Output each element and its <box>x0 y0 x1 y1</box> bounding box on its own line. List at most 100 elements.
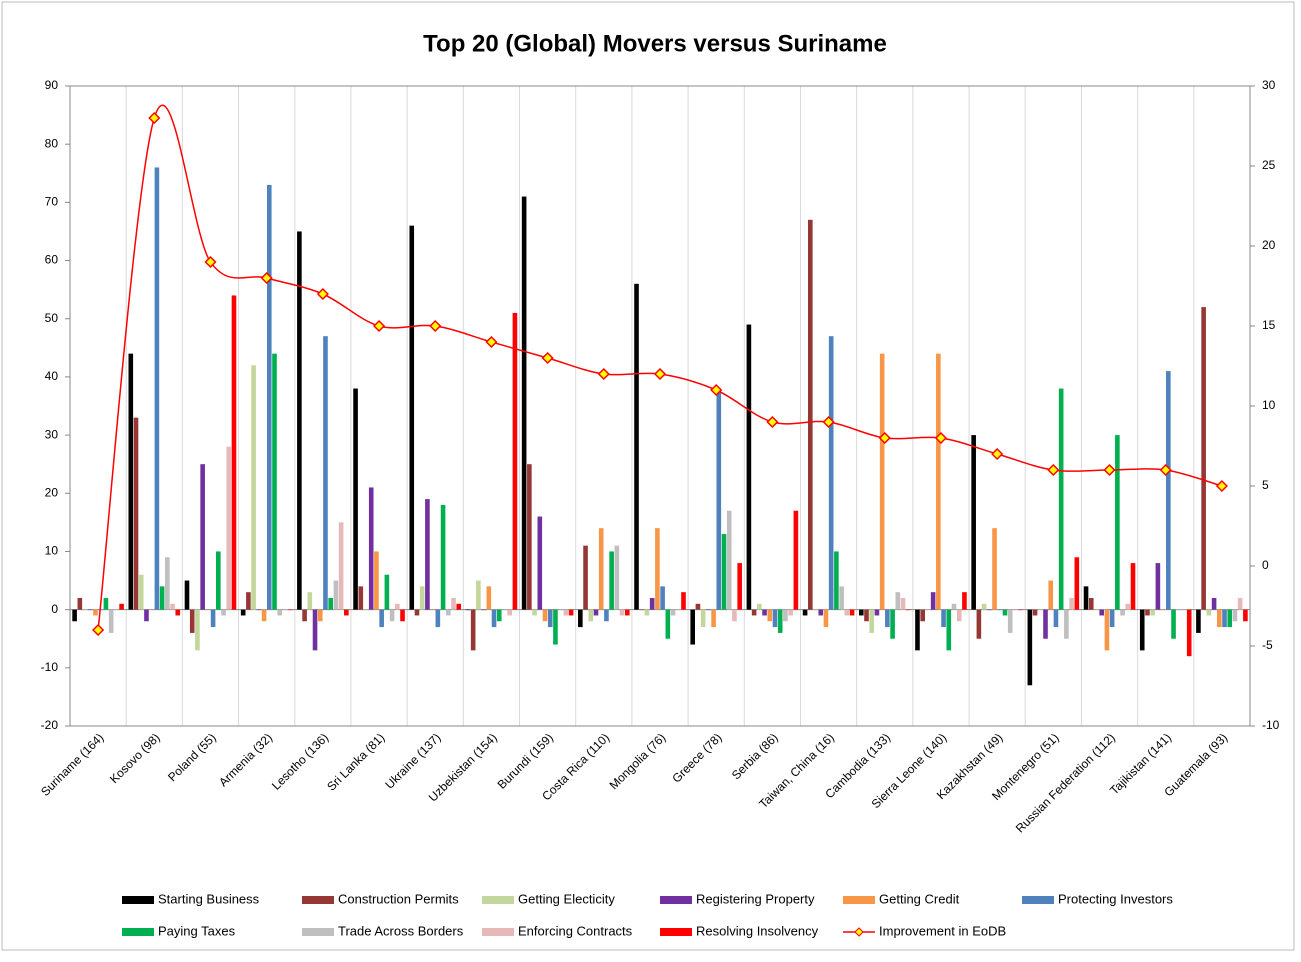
bar <box>456 603 462 610</box>
bar <box>1120 609 1125 616</box>
bar <box>353 388 358 610</box>
y2-tick-label: 30 <box>1262 78 1276 92</box>
y-tick-label: 60 <box>45 253 59 267</box>
bar <box>1139 609 1145 651</box>
bar <box>604 609 609 622</box>
bar <box>1171 609 1176 639</box>
bar <box>874 609 880 616</box>
bar <box>333 580 339 610</box>
bar <box>302 609 307 622</box>
bar <box>1206 609 1212 616</box>
bar <box>486 586 492 610</box>
bar <box>363 609 369 611</box>
bar <box>1069 598 1074 610</box>
bar <box>665 609 671 639</box>
legend-swatch <box>843 896 875 904</box>
bar <box>344 609 349 616</box>
bar <box>1083 586 1089 610</box>
bar <box>1181 609 1187 611</box>
bar <box>1058 388 1064 610</box>
bar <box>287 609 293 611</box>
bar <box>563 609 569 616</box>
y-tick-label: 40 <box>45 369 59 383</box>
marker <box>766 415 779 429</box>
bar <box>1007 609 1013 633</box>
bar <box>542 609 548 622</box>
bar <box>184 580 190 610</box>
marker <box>597 367 610 381</box>
bar <box>368 487 374 610</box>
bar <box>144 609 149 622</box>
bar <box>93 609 98 616</box>
bar <box>971 435 976 610</box>
y2-tick-label: 20 <box>1262 238 1276 252</box>
bar <box>808 219 813 610</box>
bar <box>757 603 762 610</box>
bar <box>568 609 574 616</box>
bar <box>839 586 844 610</box>
bar <box>512 312 518 610</box>
bar <box>165 557 170 610</box>
bar <box>834 551 839 610</box>
bar <box>1150 609 1155 616</box>
bar <box>930 592 936 610</box>
bar <box>133 417 139 610</box>
bar <box>1099 609 1104 616</box>
bar <box>240 609 246 616</box>
bar <box>159 586 165 610</box>
y-tick-label: -20 <box>41 718 59 732</box>
y2-tick-label: 10 <box>1262 398 1276 412</box>
bar <box>1027 609 1033 686</box>
bar <box>231 295 237 610</box>
bar <box>251 365 256 610</box>
bar <box>788 609 793 616</box>
y2-tick-label: 25 <box>1262 158 1276 172</box>
bar <box>282 609 288 611</box>
bar <box>149 609 154 611</box>
bar <box>1032 609 1038 616</box>
y-tick-label: 20 <box>45 485 59 499</box>
bar <box>1201 307 1206 610</box>
bar <box>374 551 379 610</box>
bar <box>470 609 476 651</box>
legend-label: Resolving Insolvency <box>696 923 819 938</box>
bar <box>419 586 425 610</box>
bar <box>154 167 160 610</box>
bar <box>578 609 583 628</box>
bar <box>1130 563 1136 610</box>
legend-label: Trade Across Borders <box>338 923 464 938</box>
bar <box>858 609 864 616</box>
legend-label: Protecting Investors <box>1058 891 1173 906</box>
bar <box>481 609 486 611</box>
bar <box>925 609 931 611</box>
bar <box>1074 557 1080 610</box>
bar <box>885 609 890 628</box>
y-tick-label: 80 <box>45 136 59 150</box>
bar <box>440 504 446 610</box>
bar <box>547 609 553 628</box>
marker <box>1047 463 1060 477</box>
bar <box>1145 609 1150 616</box>
bar <box>221 609 226 616</box>
bar <box>507 609 512 616</box>
bar <box>649 598 655 610</box>
bar <box>1109 609 1115 628</box>
bar <box>261 609 267 622</box>
bar <box>414 609 420 616</box>
marker <box>92 623 105 637</box>
marker <box>710 383 723 397</box>
bar <box>502 609 507 611</box>
bar <box>915 609 920 651</box>
bar <box>1155 563 1161 610</box>
bar <box>695 603 701 610</box>
bar <box>777 609 783 633</box>
bar <box>425 499 430 610</box>
bar <box>205 609 211 611</box>
bar <box>216 551 221 610</box>
bar <box>108 609 114 633</box>
bar <box>823 609 829 628</box>
bar <box>655 528 660 610</box>
legend-label: Getting Credit <box>879 891 960 906</box>
legend-label: Paying Taxes <box>158 923 236 938</box>
line <box>97 104 1223 631</box>
